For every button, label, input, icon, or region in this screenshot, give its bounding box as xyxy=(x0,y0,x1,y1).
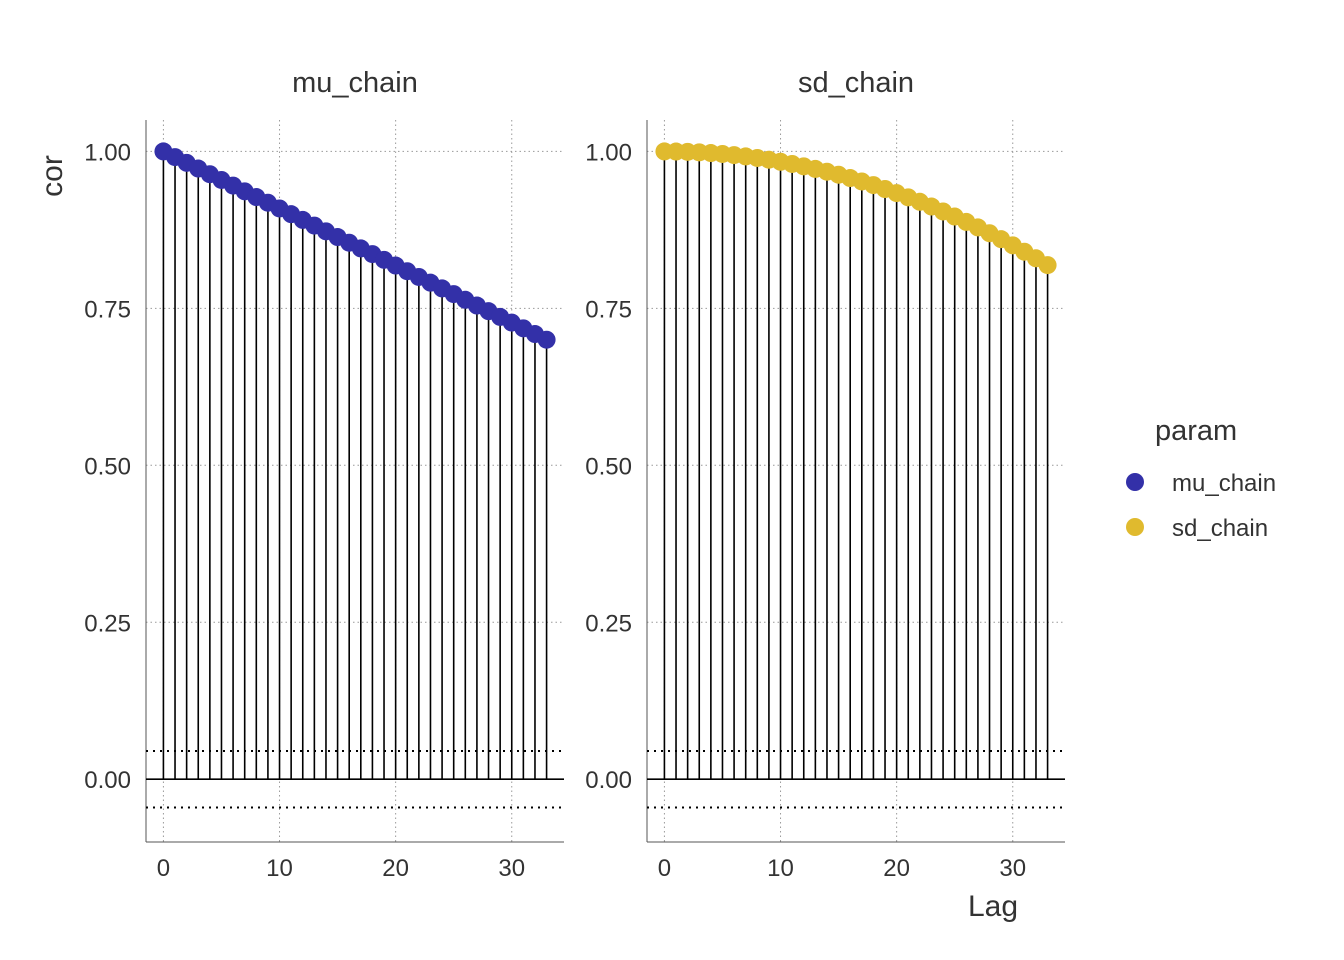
legend: param mu_chain sd_chain xyxy=(1126,415,1276,542)
facet-panel-mu-chain: mu_chain 0.00 0.25 0.50 0.75 1.00 0 10 20 30 xyxy=(84,67,564,882)
facet-title: sd_chain xyxy=(798,67,914,99)
x-axis-title: Lag xyxy=(968,890,1018,923)
x-tick-label: 0 xyxy=(658,855,671,882)
y-tick-label: 1.00 xyxy=(585,139,632,166)
legend-key-sd-chain xyxy=(1126,518,1144,536)
x-tick-label: 10 xyxy=(767,855,794,882)
acf-point xyxy=(537,330,556,349)
x-tick-label: 20 xyxy=(883,855,910,882)
legend-title: param xyxy=(1155,415,1237,447)
y-tick-label: 0.25 xyxy=(585,610,632,637)
y-tick-label: 1.00 xyxy=(84,139,131,166)
y-tick-label: 0.00 xyxy=(585,767,632,794)
facet-title: mu_chain xyxy=(292,67,418,99)
x-tick-label: 0 xyxy=(157,855,170,882)
y-tick-label: 0.75 xyxy=(585,296,632,323)
acf-point xyxy=(1038,256,1057,275)
facet-panel-sd-chain: sd_chain 0.00 0.25 0.50 0.75 1.00 0 10 20 30 xyxy=(585,67,1065,882)
y-tick-label: 0.00 xyxy=(84,767,131,794)
legend-label-mu-chain: mu_chain xyxy=(1172,470,1276,497)
x-tick-label: 30 xyxy=(999,855,1026,882)
y-tick-label: 0.75 xyxy=(84,296,131,323)
y-axis-title: cor xyxy=(36,155,69,197)
x-tick-label: 30 xyxy=(498,855,525,882)
y-tick-label: 0.50 xyxy=(585,453,632,480)
x-tick-label: 20 xyxy=(382,855,409,882)
legend-key-mu-chain xyxy=(1126,473,1144,491)
y-tick-label: 0.25 xyxy=(84,610,131,637)
y-tick-label: 0.50 xyxy=(84,453,131,480)
x-tick-label: 10 xyxy=(266,855,293,882)
legend-label-sd-chain: sd_chain xyxy=(1172,515,1268,542)
